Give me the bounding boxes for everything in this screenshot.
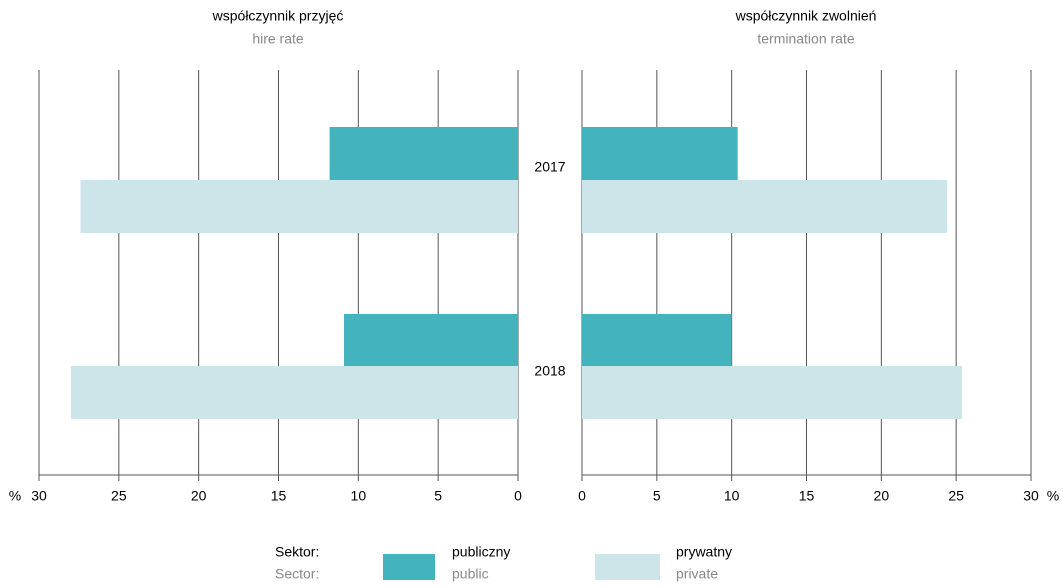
x-tick-label: 30: [1023, 488, 1039, 504]
chart-title: współczynnik zwolnień: [735, 8, 877, 24]
bar: [582, 180, 948, 233]
x-unit: %: [9, 488, 21, 504]
x-tick-label: 5: [653, 488, 661, 504]
category-label: 2018: [534, 363, 565, 379]
bar: [80, 180, 518, 233]
legend-subtitle: Sector:: [275, 566, 319, 582]
bar: [70, 366, 518, 419]
chart-subtitle: hire rate: [252, 31, 304, 47]
x-tick-label: 20: [874, 488, 890, 504]
x-unit: %: [1047, 488, 1059, 504]
x-tick-label: 15: [271, 488, 287, 504]
legend-label-en: public: [452, 566, 489, 582]
legend-label: publiczny: [452, 544, 510, 560]
legend-swatch: [595, 554, 660, 580]
x-tick-label: 0: [578, 488, 586, 504]
x-tick-label: 10: [724, 488, 740, 504]
legend-title: Sektor:: [275, 544, 319, 560]
bar: [582, 366, 963, 419]
chart-subtitle: termination rate: [757, 31, 854, 47]
category-label: 2017: [534, 159, 565, 175]
x-tick-label: 10: [351, 488, 367, 504]
legend-swatch: [383, 554, 435, 580]
x-tick-label: 25: [948, 488, 964, 504]
bar: [582, 127, 738, 180]
x-tick-label: 5: [434, 488, 442, 504]
x-tick-label: 15: [799, 488, 815, 504]
bar: [329, 127, 518, 180]
chart-title: współczynnik przyjęć: [212, 8, 344, 24]
x-tick-label: 30: [31, 488, 47, 504]
x-tick-label: 20: [191, 488, 207, 504]
x-tick-label: 0: [514, 488, 522, 504]
bar: [582, 314, 732, 366]
bar: [343, 314, 518, 366]
legend-label: prywatny: [676, 544, 732, 560]
x-tick-label: 25: [111, 488, 127, 504]
legend-label-en: private: [676, 566, 718, 582]
